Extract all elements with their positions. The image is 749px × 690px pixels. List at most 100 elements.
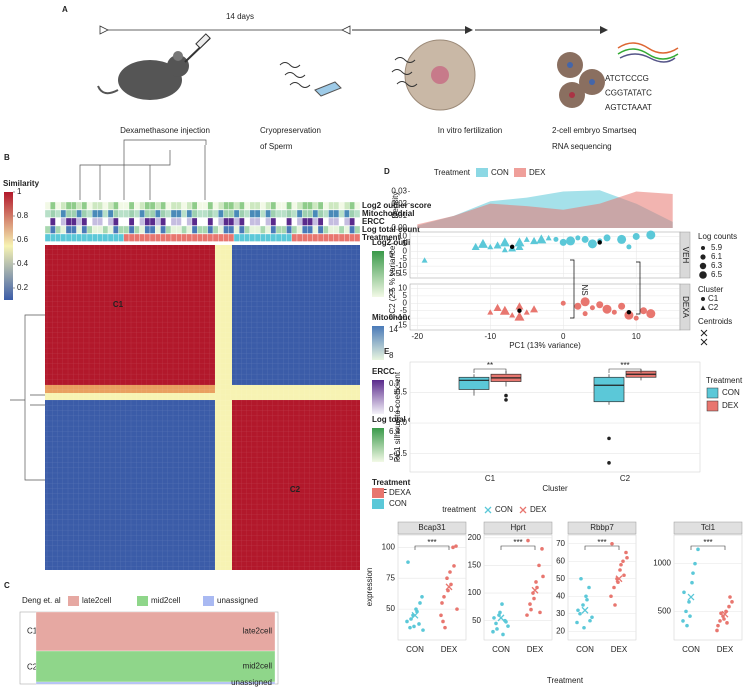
annotation-cell	[239, 217, 245, 226]
point	[530, 236, 539, 245]
legend-shape	[484, 506, 492, 514]
point	[587, 239, 597, 249]
significance-bracket	[608, 368, 642, 373]
annotation-cell	[296, 233, 303, 242]
legend-title: Log2 outlier score	[372, 238, 442, 247]
significance: ***	[703, 538, 712, 547]
axis-label: Treatment	[547, 676, 584, 685]
point	[471, 242, 480, 251]
point	[477, 238, 488, 248]
point	[681, 619, 685, 623]
annotation-cell	[139, 201, 145, 210]
point	[532, 596, 536, 601]
annotation-cell	[333, 233, 340, 242]
annotation-cell	[107, 225, 114, 234]
annotation-cell	[186, 225, 193, 234]
annotation-cell	[71, 233, 77, 242]
point	[418, 601, 422, 605]
point	[580, 297, 590, 307]
annotation-cell	[239, 225, 245, 234]
annotation-cell	[202, 225, 208, 234]
legend-shape	[700, 305, 706, 310]
legend-label: CON	[722, 388, 740, 397]
axis-label: Density	[391, 192, 400, 219]
annotation-cell	[71, 217, 77, 226]
point	[454, 544, 458, 548]
annotation-cell	[107, 209, 114, 218]
annotation-cell	[55, 233, 61, 242]
point	[451, 545, 455, 550]
point	[584, 594, 588, 599]
annotation-cell	[44, 233, 51, 242]
y-tick-label: 30	[556, 609, 565, 618]
legend-size	[700, 254, 706, 260]
annotation-cell	[107, 201, 114, 210]
annotation-cell	[212, 233, 219, 242]
legend-swatch	[372, 499, 384, 509]
annotation-cell	[92, 225, 98, 234]
annotation-cell	[254, 225, 261, 234]
stage-segment	[35, 650, 276, 683]
point	[492, 616, 496, 620]
annotation-cell	[60, 217, 67, 226]
point	[579, 576, 583, 581]
point	[421, 257, 428, 263]
point	[442, 594, 446, 599]
legend-swatch	[514, 168, 526, 177]
mean-marker	[445, 583, 453, 591]
annotation-cell	[181, 217, 187, 226]
point	[440, 601, 444, 605]
y-tick-label: 150	[468, 561, 482, 570]
point	[530, 305, 539, 313]
x-tick-label: 10	[632, 332, 641, 341]
annotation-cell	[349, 233, 355, 242]
legend-scale	[372, 428, 384, 462]
point	[420, 594, 424, 599]
annotation-cell	[65, 217, 72, 226]
y-tick-label: 0.03	[391, 187, 407, 196]
annotation-cell	[291, 233, 298, 242]
point	[715, 628, 719, 633]
annotation-cell	[338, 217, 345, 226]
annotation-cell	[349, 201, 355, 210]
annotation-cell	[207, 209, 214, 218]
annotation-cell	[291, 201, 298, 210]
point	[498, 610, 502, 615]
annotation-cell	[302, 233, 308, 242]
y-tick-label: 50	[472, 616, 481, 625]
duration-label: 14 days	[226, 12, 254, 21]
y-tick-label: 70	[556, 539, 565, 548]
point	[455, 607, 459, 611]
legend-title: treatment	[442, 505, 477, 514]
panel-label: D	[384, 167, 390, 176]
annotation-cell	[50, 209, 56, 218]
annotation-cell	[212, 217, 219, 226]
legend-label: C2	[708, 303, 719, 312]
annotation-cell	[323, 209, 329, 218]
annotation-cell	[296, 201, 303, 210]
y-tick-label: 0	[403, 298, 408, 307]
annotation-cell	[134, 201, 140, 210]
annotation-cell	[176, 233, 182, 242]
legend-tick-label: 8	[389, 351, 394, 360]
point	[633, 315, 639, 321]
y-tick-label: -15	[395, 321, 407, 330]
annotation-cell	[249, 209, 256, 218]
annotation-cell	[218, 217, 224, 226]
point	[529, 607, 533, 612]
point	[617, 234, 627, 244]
legend-tick-label: 5	[389, 250, 394, 259]
point	[501, 632, 505, 637]
annotation-label: ERCC	[362, 217, 385, 226]
annotation-cell	[265, 225, 271, 234]
point	[646, 230, 656, 240]
annotation-cell	[254, 209, 261, 218]
annotation-cell	[160, 209, 166, 218]
annotation-cell	[139, 217, 145, 226]
step-label: Cryopreservation	[260, 126, 321, 135]
annotation-cell	[312, 201, 319, 210]
annotation-cell	[76, 201, 82, 210]
annotation-cell	[65, 201, 72, 210]
annotation-cell	[176, 217, 182, 226]
point	[541, 574, 545, 579]
